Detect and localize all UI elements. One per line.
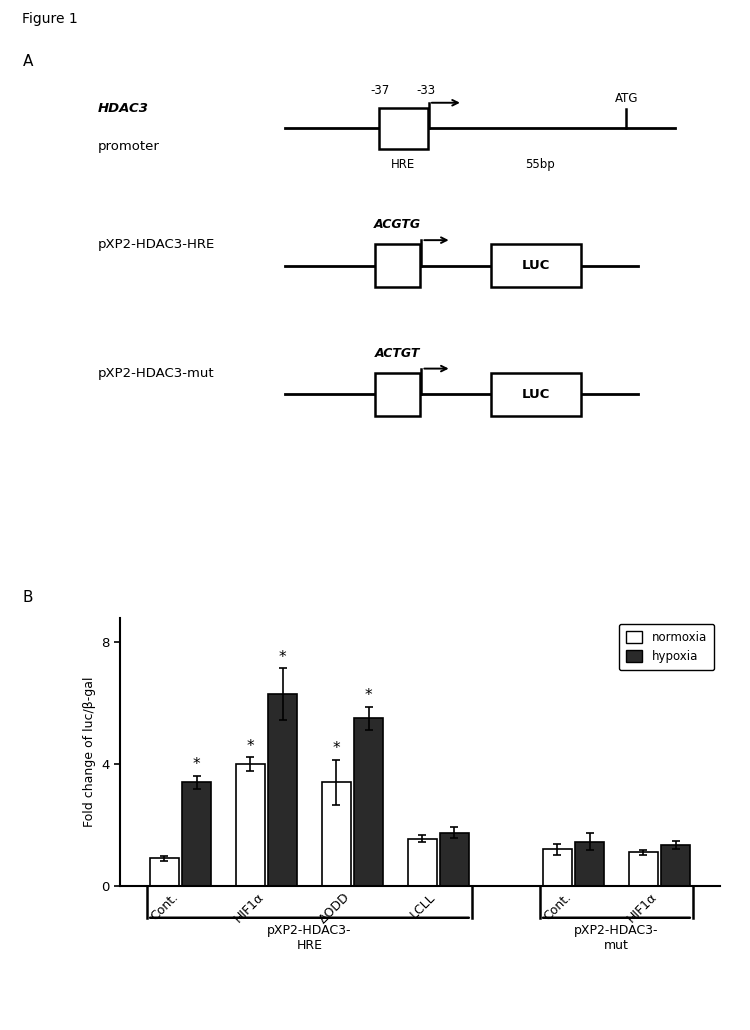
Bar <box>575 842 604 886</box>
Text: promoter: promoter <box>98 140 159 152</box>
Bar <box>662 845 690 886</box>
Text: *: * <box>247 739 254 754</box>
Y-axis label: Fold change of luc/β-gal: Fold change of luc/β-gal <box>82 677 96 827</box>
Text: *: * <box>193 757 200 772</box>
Text: B: B <box>22 590 33 606</box>
Bar <box>491 373 581 416</box>
Bar <box>322 783 351 886</box>
Bar <box>236 764 265 886</box>
Bar <box>440 832 469 886</box>
Text: *: * <box>279 650 286 664</box>
Text: pXP2-HDAC3-mut: pXP2-HDAC3-mut <box>98 367 214 380</box>
Bar <box>354 719 382 886</box>
Bar <box>268 694 297 886</box>
Text: ACGTG: ACGTG <box>374 218 421 231</box>
Bar <box>491 244 581 287</box>
Text: Figure 1: Figure 1 <box>22 12 78 26</box>
Text: ATG: ATG <box>614 92 638 105</box>
Bar <box>375 244 420 287</box>
Bar <box>150 858 178 886</box>
Text: 55bp: 55bp <box>525 159 555 171</box>
Text: *: * <box>332 741 340 756</box>
Text: HDAC3: HDAC3 <box>98 102 148 115</box>
Bar <box>543 850 572 886</box>
Text: LUC: LUC <box>522 387 550 401</box>
Bar <box>182 783 211 886</box>
Text: *: * <box>364 688 372 703</box>
Bar <box>379 107 427 149</box>
Legend: normoxia, hypoxia: normoxia, hypoxia <box>619 624 714 670</box>
Text: pXP2-HDAC3-
HRE: pXP2-HDAC3- HRE <box>267 925 352 953</box>
Text: -37: -37 <box>370 84 390 98</box>
Text: LUC: LUC <box>522 260 550 272</box>
Bar <box>408 838 436 886</box>
Bar <box>629 853 658 886</box>
Bar <box>375 373 420 416</box>
Text: pXP2-HDAC3-
mut: pXP2-HDAC3- mut <box>574 925 658 953</box>
Text: A: A <box>22 54 33 69</box>
Text: pXP2-HDAC3-HRE: pXP2-HDAC3-HRE <box>98 238 214 251</box>
Text: HRE: HRE <box>391 159 416 171</box>
Text: -33: -33 <box>416 84 436 98</box>
Text: ACTGT: ACTGT <box>375 347 420 359</box>
